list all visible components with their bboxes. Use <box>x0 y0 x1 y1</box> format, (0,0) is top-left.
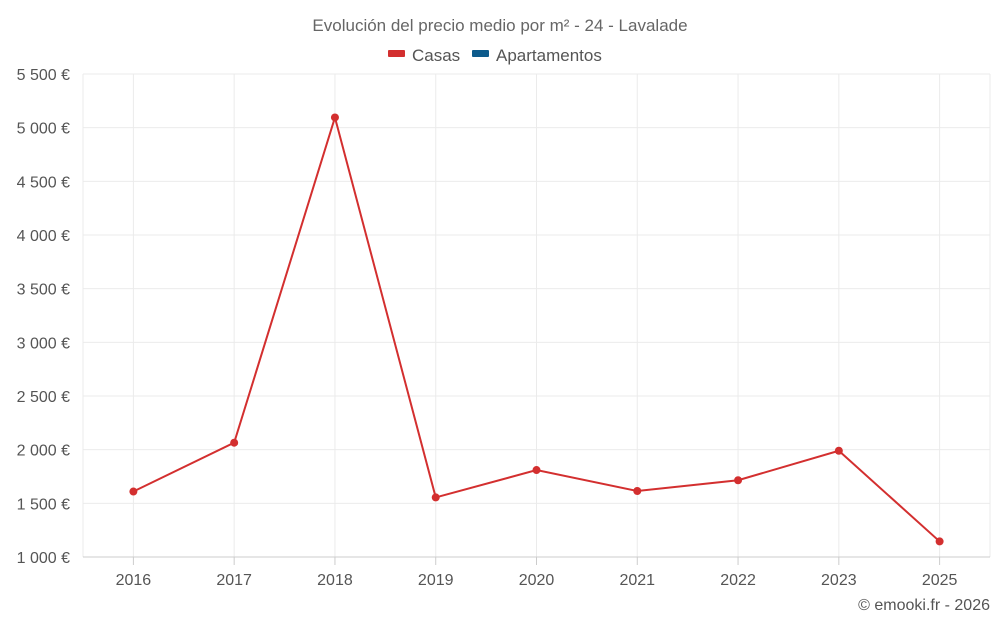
legend: Casas Apartamentos <box>388 46 602 65</box>
x-tick-label: 2018 <box>317 572 353 589</box>
y-tick-label: 3 000 € <box>17 335 70 352</box>
series-layer <box>129 113 944 546</box>
credit-text: © emooki.fr - 2026 <box>858 597 990 614</box>
data-point-casas[interactable] <box>734 476 743 485</box>
y-tick-label: 1 000 € <box>17 550 70 567</box>
data-point-casas[interactable] <box>230 438 239 447</box>
data-point-casas[interactable] <box>129 487 138 496</box>
y-axis: 1 000 € 1 500 € 2 000 € 2 500 € 3 000 € 3 500… <box>17 67 70 567</box>
y-tick-label: 2 500 € <box>17 389 70 406</box>
y-tick-label: 5 000 € <box>17 121 70 138</box>
y-tick-label: 3 500 € <box>17 282 70 299</box>
x-tick-label: 2017 <box>216 572 252 589</box>
x-axis: 2016 2017 2018 2019 2020 2021 2022 2023 2025 <box>83 556 990 589</box>
legend-swatch-casas[interactable] <box>388 50 405 57</box>
legend-label-casas[interactable]: Casas <box>412 46 460 65</box>
y-tick-label: 5 500 € <box>17 67 70 84</box>
y-tick-label: 2 000 € <box>17 443 70 460</box>
data-point-casas[interactable] <box>532 466 541 475</box>
data-point-casas[interactable] <box>431 493 440 502</box>
y-tick-label: 4 500 € <box>17 174 70 191</box>
x-tick-label: 2016 <box>116 572 152 589</box>
x-tick-label: 2022 <box>720 572 756 589</box>
x-tick-label: 2019 <box>418 572 454 589</box>
data-point-casas[interactable] <box>834 446 843 455</box>
data-point-casas[interactable] <box>935 537 944 546</box>
chart-title: Evolución del precio medio por m² - 24 -… <box>312 16 687 35</box>
x-tick-label: 2023 <box>821 572 857 589</box>
legend-label-apartamentos[interactable]: Apartamentos <box>496 46 602 65</box>
legend-swatch-apartamentos[interactable] <box>472 50 489 57</box>
grid <box>82 73 991 557</box>
x-tick-label: 2025 <box>922 572 958 589</box>
x-tick-label: 2020 <box>519 572 555 589</box>
data-point-casas[interactable] <box>330 113 339 122</box>
y-tick-label: 1 500 € <box>17 496 70 513</box>
x-tick-label: 2021 <box>619 572 655 589</box>
data-point-casas[interactable] <box>633 486 642 495</box>
y-tick-label: 4 000 € <box>17 228 70 245</box>
